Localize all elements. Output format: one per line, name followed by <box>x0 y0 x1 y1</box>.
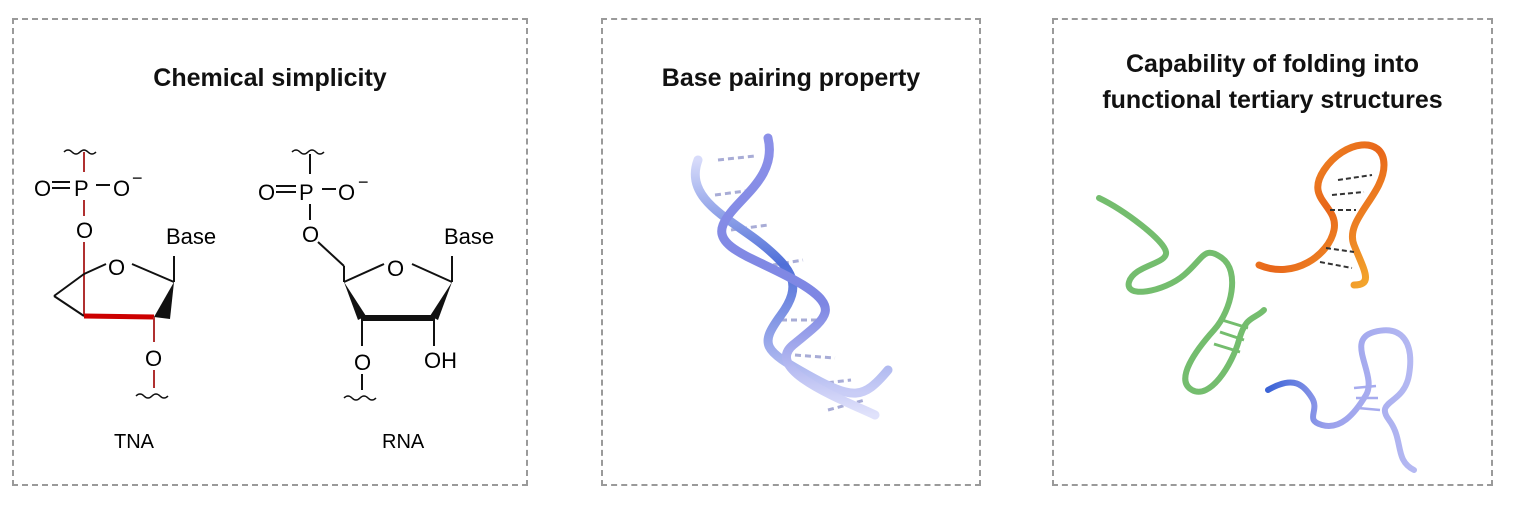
tna-phosphorus: P <box>74 176 89 201</box>
wavy-bond-icon <box>291 149 325 155</box>
blue-strand <box>1265 327 1417 473</box>
rna-oh: OH <box>424 348 457 373</box>
rna-o-link: O <box>302 222 319 247</box>
rna-o-right: O <box>338 180 355 205</box>
rna-ring-o: O <box>387 256 404 281</box>
rna-structure: O P O − O O Base OH O <box>258 149 494 453</box>
panel-title-line-2: functional tertiary structures <box>1102 86 1443 114</box>
tna-o-right: O <box>113 176 130 201</box>
tna-o-bottom: O <box>145 346 162 371</box>
tna-o-left: O <box>34 176 51 201</box>
tna-label: TNA <box>114 431 155 453</box>
rna-o-bottom: O <box>354 350 371 375</box>
tna-charge: − <box>132 168 143 188</box>
rna-o-left: O <box>258 180 275 205</box>
orange-strand <box>1255 141 1388 289</box>
base-pairing-panel: Base pairing property <box>601 18 981 486</box>
orange-base-pairs <box>1319 174 1373 269</box>
tna-base: Base <box>166 224 216 249</box>
folded-structures-illustration <box>1096 141 1417 473</box>
wavy-bond-icon <box>135 393 169 399</box>
double-helix-illustration <box>691 133 893 420</box>
folding-panel: Capability of folding into functional te… <box>1052 18 1493 486</box>
chemical-simplicity-panel: Chemical simplicity O P O − O O <box>12 18 528 486</box>
helix-strand-2 <box>717 133 880 420</box>
panel-title: Chemical simplicity <box>153 64 387 92</box>
rna-base: Base <box>444 224 494 249</box>
rna-phosphorus: P <box>299 180 314 205</box>
green-strand <box>1096 195 1267 395</box>
wavy-bond-icon <box>343 395 377 401</box>
rna-charge: − <box>358 172 369 192</box>
green-stem-pairs <box>1213 318 1249 354</box>
panel-title-line-1: Capability of folding into <box>1125 50 1420 78</box>
panel-title: Base pairing property <box>661 64 921 92</box>
tna-o-link: O <box>76 218 93 243</box>
tna-rna-structures: O P O − O O Base O <box>34 149 494 453</box>
tna-structure: O P O − O O Base O <box>34 149 216 453</box>
blue-stem-pairs <box>1353 384 1381 412</box>
rna-label: RNA <box>382 431 425 453</box>
tna-ring-o: O <box>108 255 125 280</box>
panel-title: Capability of folding into functional te… <box>1054 46 1491 118</box>
wavy-bond-icon <box>63 149 97 155</box>
